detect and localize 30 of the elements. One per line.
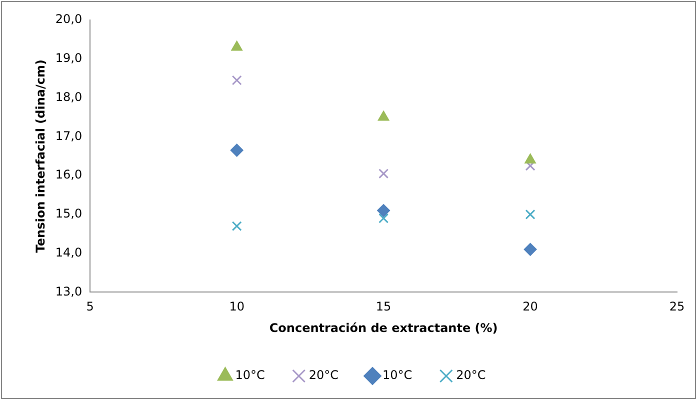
legend-label: 10°C: [382, 368, 412, 382]
point: [524, 242, 537, 256]
point: [378, 213, 389, 224]
y-tick-label: 19,0: [55, 51, 82, 66]
point: [377, 204, 390, 218]
x-tick-label: 20: [522, 300, 538, 314]
legend-label: 20°C: [456, 368, 486, 382]
y-tick-label: 20,0: [55, 12, 82, 26]
x-tick-label: 10: [229, 300, 244, 314]
x-axis-title: Concentración de extractante (%): [269, 320, 498, 335]
y-tick-label: 18,0: [55, 90, 82, 104]
y-tick-label: 15,0: [55, 206, 82, 221]
y-axis-title: Tension interfacial (dina/cm): [33, 60, 48, 253]
point: [232, 75, 242, 86]
legend-label: 20°C: [308, 368, 339, 382]
y-tick-label: 17,0: [55, 128, 82, 143]
point: [525, 209, 536, 220]
point: [524, 153, 536, 164]
legend-label: 10°C: [235, 368, 265, 382]
x-tick-label: 5: [86, 300, 94, 314]
point: [232, 221, 242, 232]
point: [231, 40, 243, 51]
point: [378, 110, 390, 121]
x-tick-label: 25: [669, 300, 685, 314]
point: [230, 144, 244, 157]
y-tick-label: 14,0: [55, 245, 82, 260]
y-tick-label: 13,0: [55, 284, 82, 298]
x-tick-label: 15: [376, 300, 392, 314]
y-tick-label: 16,0: [55, 168, 82, 182]
point: [378, 168, 389, 179]
